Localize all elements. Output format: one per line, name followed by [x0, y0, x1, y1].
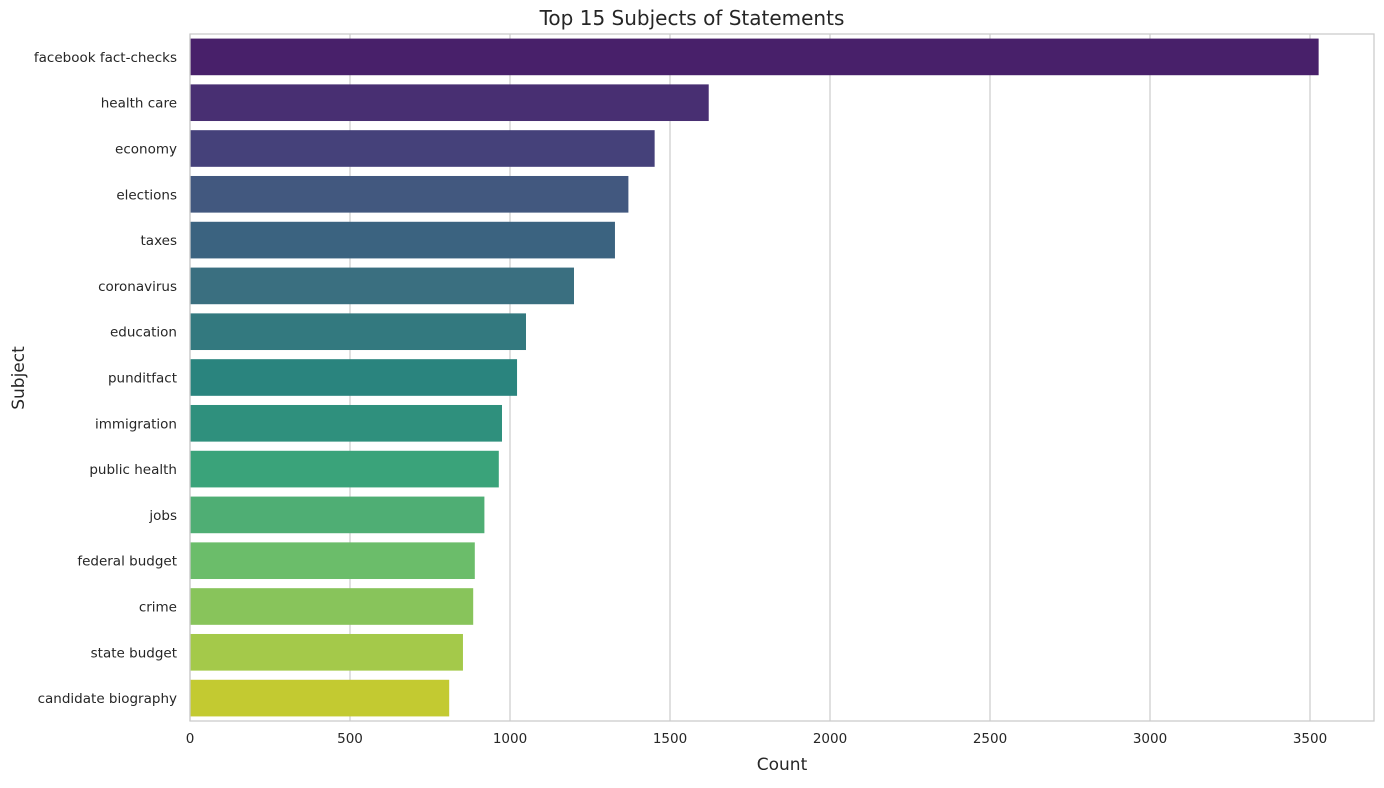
y-tick-label: economy [115, 142, 177, 158]
x-tick-label: 500 [337, 731, 363, 747]
x-tick-label: 1500 [653, 731, 687, 747]
x-tick-label: 3500 [1293, 731, 1327, 747]
x-axis-label: Count [757, 755, 808, 775]
y-tick-label: health care [101, 96, 177, 112]
x-tick-label: 3000 [1133, 731, 1167, 747]
bar [190, 496, 485, 534]
bar [190, 404, 502, 442]
bar [190, 267, 574, 305]
bar [190, 175, 629, 213]
bar [190, 313, 526, 351]
bar [190, 588, 474, 625]
y-tick-label: public health [89, 462, 177, 478]
y-tick-label: crime [139, 600, 177, 616]
bar [190, 359, 518, 396]
bar [190, 38, 1319, 76]
y-tick-label: federal budget [77, 554, 177, 570]
x-tick-label: 2500 [973, 731, 1007, 747]
bar [190, 633, 463, 671]
y-tick-label: jobs [148, 508, 177, 524]
y-tick-label: elections [116, 187, 177, 203]
y-tick-label: punditfact [108, 371, 177, 387]
x-tick-label: 2000 [813, 731, 847, 747]
y-tick-labels: facebook fact-checks health care economy el… [34, 50, 177, 707]
x-tick-label: 0 [186, 731, 195, 747]
bars [190, 38, 1319, 717]
chart-title: Top 15 Subjects of Statements [539, 6, 845, 30]
bar [190, 679, 450, 717]
y-tick-label: coronavirus [98, 279, 177, 295]
y-tick-label: state budget [91, 645, 177, 661]
bar [190, 221, 615, 259]
x-tick-labels: 0 500 1000 1500 2000 2500 3000 3500 [186, 731, 1327, 747]
x-tick-label: 1000 [493, 731, 527, 747]
y-tick-label: taxes [141, 233, 177, 249]
y-tick-label: immigration [95, 416, 177, 432]
bar [190, 130, 655, 167]
y-tick-label: candidate biography [38, 691, 177, 707]
bar [190, 542, 475, 580]
plot-frame [189, 33, 1375, 722]
y-tick-label: facebook fact-checks [34, 50, 177, 66]
y-tick-label: education [110, 325, 177, 341]
bar [190, 450, 499, 488]
bar [190, 84, 709, 122]
y-axis-label: Subject [9, 346, 29, 410]
